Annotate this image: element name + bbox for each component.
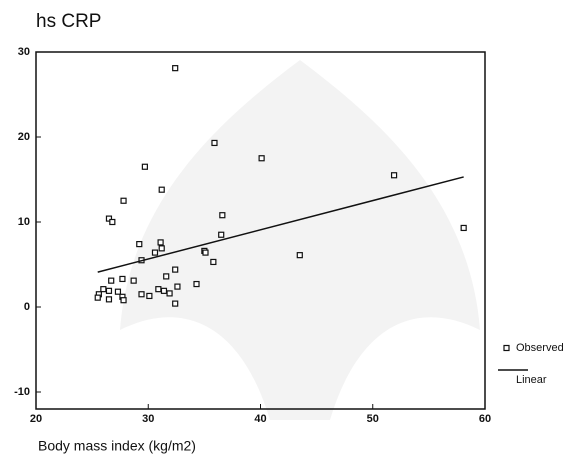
- point: [157, 239, 164, 246]
- point: [120, 297, 127, 304]
- point: [296, 252, 303, 259]
- y-tick-label: 0: [24, 301, 30, 313]
- point: [119, 275, 126, 283]
- point: [163, 273, 170, 280]
- legend-label: Linear: [516, 374, 547, 386]
- point: [172, 266, 179, 273]
- point: [114, 288, 122, 295]
- point: [108, 277, 115, 284]
- legend-label: Observed: [516, 342, 564, 354]
- y-tick-label: 20: [18, 131, 30, 143]
- point: [136, 241, 143, 248]
- point: [172, 65, 179, 72]
- point: [138, 291, 145, 298]
- point: [258, 155, 265, 162]
- x-tick-label: 40: [254, 413, 266, 425]
- point: [109, 218, 116, 226]
- point: [158, 186, 165, 193]
- point: [130, 277, 137, 284]
- point: [218, 231, 225, 238]
- chart-title: hs CRP: [36, 11, 101, 32]
- point: [146, 292, 153, 300]
- watermark: [120, 60, 480, 420]
- point: [211, 139, 218, 147]
- x-tick-label: 60: [479, 413, 491, 425]
- point: [166, 290, 173, 297]
- x-axis-label: Body mass index (kg/m2): [38, 438, 196, 454]
- x-tick-label: 30: [142, 413, 154, 425]
- point: [174, 283, 181, 290]
- point: [105, 296, 113, 303]
- point: [151, 249, 159, 256]
- point: [390, 172, 398, 179]
- point: [219, 212, 226, 219]
- point: [172, 300, 179, 307]
- point: [94, 294, 101, 301]
- point: [202, 249, 209, 256]
- point: [160, 287, 168, 294]
- y-tick-label: 10: [18, 216, 30, 228]
- point: [120, 197, 127, 204]
- fit-line: [97, 176, 464, 273]
- point: [105, 287, 113, 294]
- point: [155, 286, 162, 293]
- point: [158, 245, 165, 252]
- point: [210, 258, 217, 266]
- point: [460, 224, 467, 232]
- point: [141, 163, 148, 170]
- legend-swatch: [503, 344, 510, 352]
- point: [105, 215, 113, 222]
- point: [100, 286, 107, 293]
- y-tick-label: 30: [18, 46, 30, 58]
- point: [193, 280, 200, 288]
- y-tick-label: -10: [14, 386, 30, 398]
- x-tick-label: 50: [367, 413, 379, 425]
- x-tick-label: 20: [30, 413, 42, 425]
